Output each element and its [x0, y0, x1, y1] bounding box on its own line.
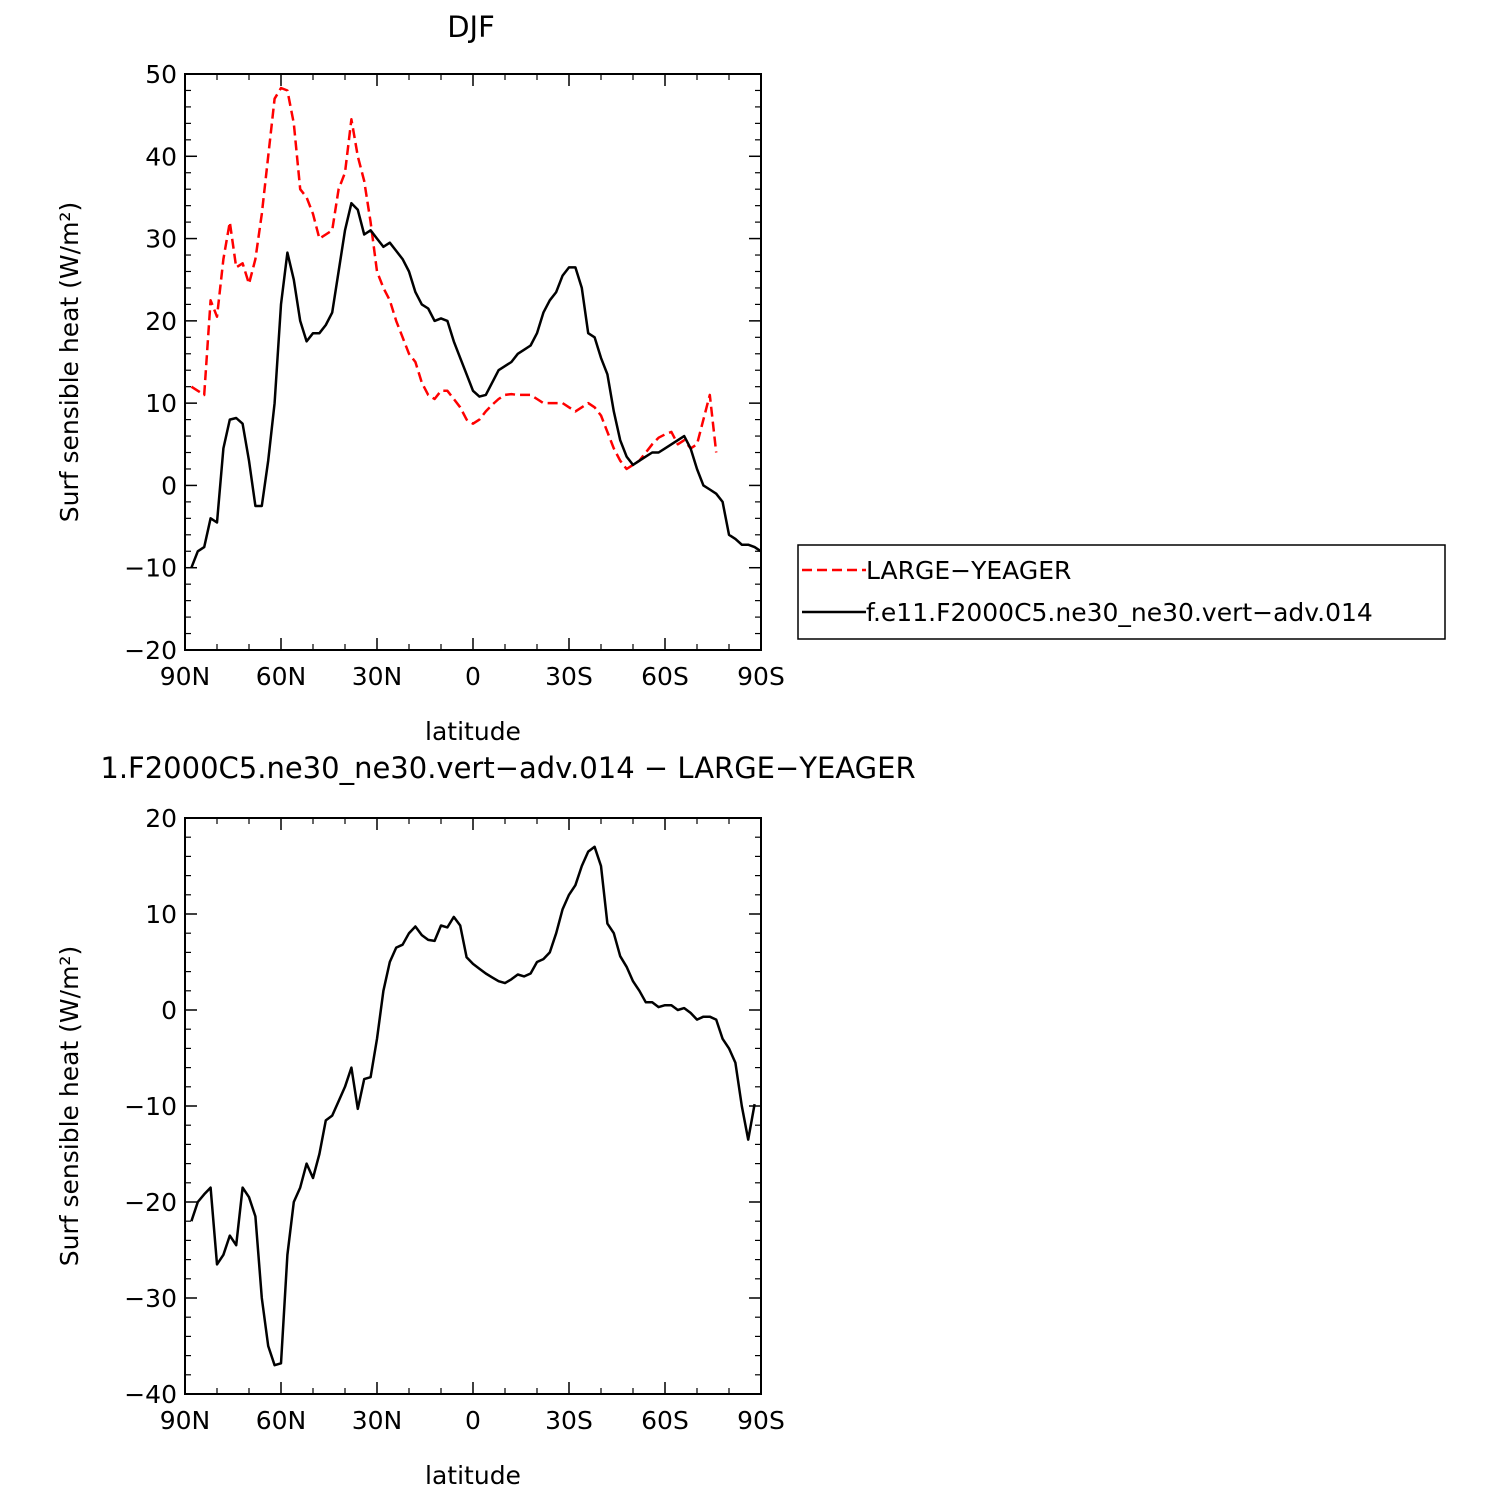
x-tick-label: 60N — [256, 1406, 307, 1435]
panel-title: 1.F2000C5.ne30_ne30.vert−adv.014 − LARGE… — [100, 751, 915, 785]
axis-ticks — [184, 73, 762, 651]
series-line-large-yeager — [190, 86, 718, 471]
x-axis-title: latitude — [425, 1461, 521, 1490]
y-tick-label: 20 — [145, 804, 177, 833]
x-tick-label: 0 — [465, 1406, 481, 1435]
x-tick-label: 0 — [465, 662, 481, 691]
x-tick-label: 30N — [352, 1406, 403, 1435]
y-tick-labels: −20 −10 0 10 20 30 40 50 — [124, 60, 177, 665]
series-lines — [190, 845, 756, 1367]
y-tick-label: 10 — [145, 900, 177, 929]
x-tick-label: 60N — [256, 662, 307, 691]
plot-frame — [184, 817, 762, 1395]
y-tick-label: 10 — [145, 389, 177, 418]
y-tick-label: 30 — [145, 225, 177, 254]
x-tick-label: 90N — [160, 662, 211, 691]
y-tick-label: 40 — [145, 142, 177, 171]
y-tick-label: −20 — [124, 1188, 177, 1217]
y-tick-label: −30 — [124, 1284, 177, 1313]
axis-ticks — [184, 817, 762, 1395]
x-tick-label: 90S — [737, 662, 785, 691]
legend-box — [797, 544, 1446, 640]
y-tick-label: 50 — [145, 60, 177, 89]
y-axis-title: Surf sensible heat (W/m²) — [55, 202, 84, 522]
x-tick-label: 90S — [737, 1406, 785, 1435]
legend: LARGE−YEAGER f.e11.F2000C5.ne30_ne30.ver… — [797, 544, 1446, 640]
y-axis-title: Surf sensible heat (W/m²) — [55, 946, 84, 1266]
x-tick-label: 60S — [641, 662, 689, 691]
x-tick-label: 30N — [352, 662, 403, 691]
y-tick-label: 0 — [161, 996, 177, 1025]
panel-title: DJF — [447, 10, 495, 44]
x-tick-labels: 90N 60N 30N 0 30S 60S 90S — [160, 662, 785, 691]
y-tick-label: 20 — [145, 307, 177, 336]
y-tick-label: −10 — [124, 1092, 177, 1121]
series-line-model — [190, 201, 762, 569]
x-tick-label: 30S — [545, 662, 593, 691]
x-tick-label: 90N — [160, 1406, 211, 1435]
x-axis-title: latitude — [425, 717, 521, 746]
y-tick-label: 0 — [161, 471, 177, 500]
difference-panel: 1.F2000C5.ne30_ne30.vert−adv.014 − LARGE… — [55, 751, 916, 1490]
series-lines — [190, 86, 762, 569]
y-tick-label: −20 — [124, 636, 177, 665]
y-tick-label: −40 — [124, 1380, 177, 1409]
x-tick-label: 60S — [641, 1406, 689, 1435]
y-tick-label: −10 — [124, 554, 177, 583]
legend-label-large-yeager: LARGE−YEAGER — [866, 556, 1071, 585]
x-tick-label: 30S — [545, 1406, 593, 1435]
legend-label-model: f.e11.F2000C5.ne30_ne30.vert−adv.014 — [866, 598, 1373, 627]
series-line-difference — [190, 845, 756, 1367]
y-tick-labels: −40 −30 −20 −10 0 10 20 — [124, 804, 177, 1409]
x-tick-labels: 90N 60N 30N 0 30S 60S 90S — [160, 1406, 785, 1435]
plot-frame — [184, 73, 762, 651]
